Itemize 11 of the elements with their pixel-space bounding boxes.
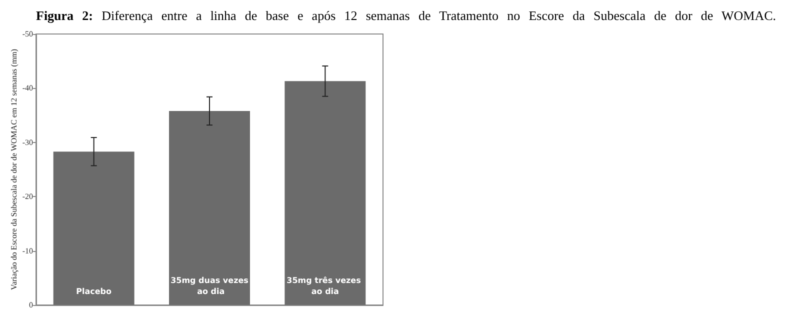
y-tick-label: -30 [22,138,33,147]
x-tick-label: 35mg duas vezes ao dia [170,276,249,296]
chart-title: Figura 2: Diferença entre a linha de base e após 12 semanas de Tratamento no Escore da Subescala de dor de WOMAC. [36,8,776,24]
y-tick-label: -50 [22,30,33,38]
y-tick-label: -40 [22,84,33,93]
y-axis-title: Variação do Escore da Subescala de dor de WOMAC em 12 semanas (mm) [9,48,18,290]
x-tick-label: Placebo [76,287,112,296]
y-tick-label: -10 [22,246,33,256]
y-tick-label: -20 [22,192,33,202]
y-tick-label: 0 [29,300,33,310]
x-tick-label: 35mg três vezes ao dia [286,276,364,296]
